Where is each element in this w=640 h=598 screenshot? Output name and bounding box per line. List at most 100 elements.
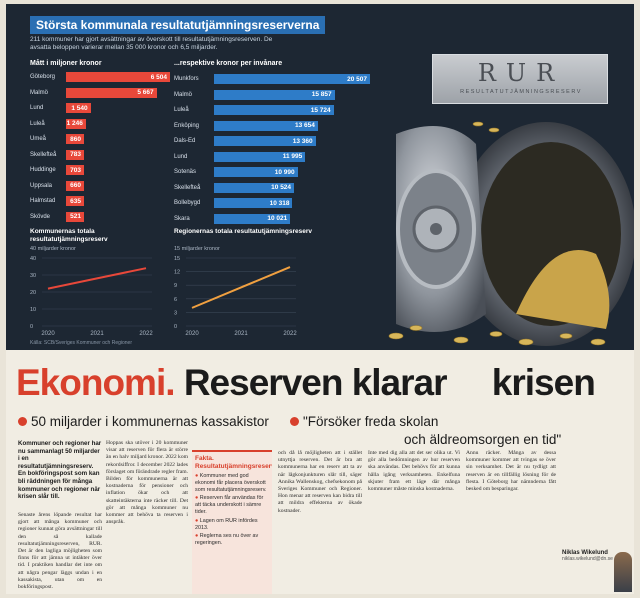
bar-value-label: 6 504 (150, 73, 167, 81)
y-tick-label: 20 (30, 290, 36, 296)
author-avatar (614, 552, 632, 592)
y-tick-label: 10 (30, 307, 36, 313)
article-intro: Kommuner och regioner har nu sammanlagt … (18, 440, 102, 501)
bar (66, 149, 84, 160)
bar-label: Sotenäs (174, 169, 197, 175)
y-tick-label: 3 (174, 310, 177, 316)
bar (66, 118, 86, 129)
bar-value-label: 703 (70, 166, 81, 174)
article-column-1: Senaste årens löpande resultat har gjort… (18, 512, 102, 591)
fact-item: Reserven får användas för att täcka unde… (195, 495, 269, 515)
bar-value-label: 521 (70, 213, 81, 220)
line-chart-municipal-title: Kommunernas totala resultatutjämningsres… (30, 228, 108, 243)
bar-value-label: 15 857 (311, 91, 332, 98)
bar-value-label: 10 021 (267, 215, 288, 222)
bar-value-label: 1 246 (66, 120, 83, 127)
infographic-banner: Största kommunala resultatutjämningsrese… (6, 4, 634, 350)
bar (214, 136, 316, 146)
bar-label: Lund (30, 105, 44, 111)
bar-label: Huddinge (30, 167, 56, 173)
y-tick-label: 12 (174, 270, 180, 276)
facts-box: Fakta. Resultatutjämningsreserv Kommuner… (192, 450, 272, 594)
x-tick-label: 2022 (139, 331, 153, 336)
fact-item: Kommuner med god ekonomi får placera öve… (195, 473, 269, 493)
headline-main: Reserven klarar (183, 362, 448, 403)
bar-label: Luleå (30, 120, 45, 127)
y-tick-label: 15 (174, 256, 180, 262)
infographic-title: Största kommunala resultatutjämningsrese… (30, 16, 326, 34)
subhead-right-2: och äldreomsorgen en tid" (404, 432, 562, 447)
plaque-title: RUR (477, 59, 565, 87)
bar-value-label: 13 654 (294, 122, 315, 129)
bar-label: Lund (174, 153, 188, 160)
bar (214, 89, 335, 100)
bar (214, 74, 370, 84)
bar-label: Skellefteå (174, 184, 201, 191)
bar-label: Malmö (174, 91, 193, 98)
bar-value-label: 10 318 (269, 199, 290, 207)
byline-name: Niklas Wikelund (562, 550, 608, 556)
bar-label: Munkfors (174, 76, 199, 82)
x-tick-label: 2020 (185, 331, 199, 336)
bar-value-label: 10 990 (274, 168, 295, 176)
fact-item: Lagen om RUR infördes 2013. (195, 518, 269, 532)
newspaper-page: Största kommunala resultatutjämningsrese… (6, 4, 634, 594)
bar-value-label: 660 (70, 182, 81, 189)
bar (214, 167, 298, 177)
plaque-subtitle: RESULTATUTJÄMNINGSRESERV (460, 89, 582, 95)
bar-label: Luleå (174, 107, 189, 113)
article-column-3: och då lå möjligheten att i stället utny… (278, 450, 362, 514)
subhead-left: 50 miljarder i kommunernas kassakistor (18, 414, 269, 429)
headline-section: Ekonomi. (16, 362, 176, 403)
bar (214, 120, 318, 131)
bar (66, 72, 170, 82)
bar (214, 151, 306, 162)
bar (214, 213, 291, 224)
bar-value-label: 5 667 (137, 89, 154, 96)
line-chart-municipal: 40 30 20 10 0 2020 2021 2022 (30, 256, 153, 336)
y-tick-label: 0 (174, 324, 177, 330)
bar-value-label: 635 (70, 197, 81, 205)
y-tick-label: 6 (174, 297, 177, 303)
bar (66, 196, 84, 206)
headline-main-2: krisen (491, 362, 596, 403)
bullet-dot-icon (290, 417, 299, 426)
bar (214, 105, 334, 115)
line-chart-regional-title: Regionernas totala resultatutjämningsres… (174, 228, 312, 235)
bar-value-label: 15 724 (310, 106, 331, 114)
bar-label: Enköping (174, 122, 200, 129)
source-note: Källa: SCB/Sveriges Kommuner och Regione… (30, 340, 132, 346)
bar (66, 103, 91, 113)
bar (66, 87, 157, 98)
y-tick-label: 30 (30, 273, 36, 279)
bar-label: Uppsala (30, 182, 53, 189)
bar-value-label: 1 540 (71, 104, 88, 112)
series-line (47, 267, 147, 290)
y-tick-label: 40 (30, 256, 36, 262)
fact-item: Reglerna ses nu över av regeringen. (195, 533, 269, 547)
x-tick-label: 2020 (41, 331, 55, 336)
bar-label: Skövde (30, 213, 51, 220)
bar (66, 134, 84, 144)
article-column-5: Ännu räcker. Många av dessa kommuner kom… (466, 450, 556, 493)
series-line (191, 266, 291, 309)
headline: Ekonomi. Reserven klarar krisen (16, 362, 626, 403)
line-chart-municipal-unit: 40 miljarder kronor (30, 246, 76, 252)
byline: Niklas Wikelund niklas.wikelund@dn.se (562, 550, 632, 594)
y-tick-label: 0 (30, 324, 33, 330)
y-tick-label: 9 (174, 283, 177, 289)
bar-value-label: 13 360 (292, 137, 313, 145)
bar (66, 165, 84, 175)
bar-label: Skara (174, 215, 190, 222)
facts-title: Fakta. Resultatutjämningsreserv (195, 455, 272, 470)
rur-plaque: RUR RESULTATUTJÄMNINGSRESERV (432, 54, 608, 104)
bar-value-label: 783 (70, 151, 81, 158)
bar (66, 180, 84, 191)
bar (214, 182, 295, 193)
line-chart-regional-unit: 15 miljarder kronor (174, 246, 220, 252)
x-tick-label: 2021 (90, 331, 104, 336)
bar-value-label: 20 507 (347, 75, 367, 83)
bar-label: Skellefteå (30, 151, 57, 158)
infographic-subtitle: 211 kommuner har gjort avsättningar av ö… (30, 36, 273, 51)
byline-email: niklas.wikelund@dn.se (562, 556, 613, 562)
